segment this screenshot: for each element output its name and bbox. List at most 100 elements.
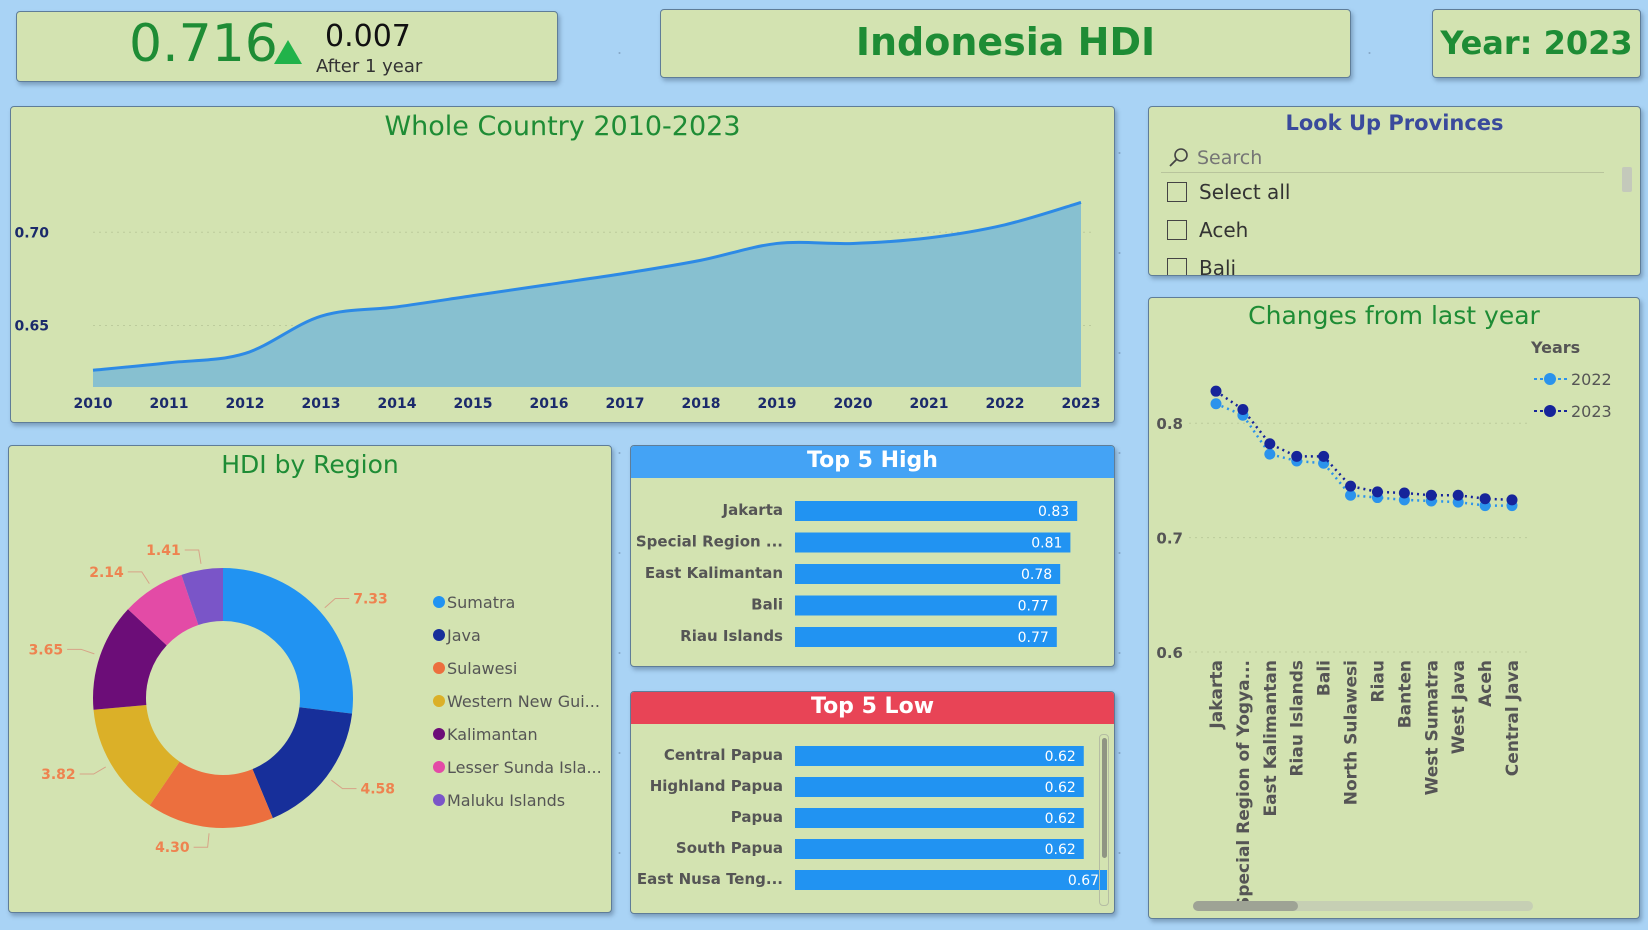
area-fill (93, 202, 1081, 387)
series-line (1215, 402, 1512, 507)
y-tick-label: 0.65 (14, 318, 49, 334)
province-list: Select all Aceh Bali (1149, 173, 1619, 276)
y-tick-label: 0.70 (14, 225, 49, 241)
changes-scrollbar-thumb[interactable] (1193, 901, 1298, 911)
checkbox-icon (1167, 182, 1187, 202)
bar-category-label: Jakarta (722, 501, 784, 519)
x-tick-label: Jakarta (1207, 660, 1227, 730)
top-high-card: Top 5 High Jakarta 0.83 Special Region ...… (630, 445, 1115, 667)
bar-value-label: 0.77 (1018, 599, 1049, 615)
leader-line (67, 648, 95, 655)
bar-value-label: 0.83 (1038, 504, 1069, 520)
donut-slice (149, 761, 273, 828)
top-low-scrollbar-track[interactable] (1099, 734, 1109, 906)
x-tick-label: 2014 (378, 396, 417, 412)
bar-value-label: 0.62 (1045, 780, 1076, 796)
bar (795, 839, 1084, 859)
legend-marker (433, 761, 445, 773)
bar-value-label: 0.78 (1021, 567, 1052, 583)
changes-title: Changes from last year (1248, 301, 1540, 330)
y-tick-label: 0.6 (1156, 644, 1183, 662)
x-tick-label: East Kalimantan (1261, 660, 1281, 817)
whole-country-title: Whole Country 2010-2023 (384, 111, 741, 142)
x-tick-label: 2015 (454, 396, 493, 412)
x-tick-label: 2016 (530, 396, 569, 412)
region-donut-chart: 7.33 4.58 4.30 3.82 3.65 2.14 1.41 Sumatra Java S… (29, 543, 602, 856)
x-tick-label: West Sumatra (1422, 660, 1442, 795)
legend-marker (433, 662, 445, 674)
changes-scrollbar[interactable] (1193, 901, 1533, 911)
whole-country-chart: 0.65 0.70 2010 2011 2012 2013 2014 2015 2016 2017… (14, 200, 1100, 412)
y-tick-label: 0.8 (1156, 415, 1183, 433)
bar-value-label: 0.62 (1045, 749, 1076, 765)
legend-label: 2022 (1571, 370, 1612, 389)
top-high-chart: Jakarta 0.83 Special Region ... 0.81 East Ka… (636, 501, 1078, 647)
legend-marker (433, 629, 445, 641)
checkbox-aceh[interactable]: Aceh (1149, 211, 1619, 249)
data-label: 7.33 (353, 592, 388, 608)
x-tick-label: West Java (1449, 660, 1469, 754)
changes-line-chart: 0.6 0.7 0.8 Jakarta Special Region of Yogya.… (1156, 338, 1612, 909)
donut-slice (128, 574, 199, 646)
checkbox-label: Bali (1199, 256, 1237, 276)
data-point (1506, 494, 1518, 506)
legend-label: Maluku Islands (447, 791, 565, 810)
top-low-scrollbar-thumb[interactable] (1102, 738, 1107, 858)
region-card: HDI by Region 7.33 4.58 4.30 3.82 3.65 2.14 1.… (8, 445, 612, 913)
leader-line (184, 549, 202, 564)
data-point (1264, 448, 1276, 460)
leader-line (127, 571, 150, 584)
bar-value-label: 0.77 (1018, 630, 1049, 646)
x-tick-label: 2021 (910, 396, 949, 412)
bar-value-label: 0.62 (1045, 811, 1076, 827)
data-label: 4.58 (361, 782, 396, 798)
bar-value-label: 0.62 (1045, 842, 1076, 858)
legend-label: Java (446, 626, 481, 645)
kpi-card: 0.716 0.007 After 1 year (16, 11, 558, 82)
data-point (1425, 489, 1437, 501)
bar (795, 501, 1078, 521)
kpi-delta: 0.007 (325, 19, 411, 54)
data-label: 4.30 (155, 840, 190, 856)
bar-category-label: Central Papua (664, 746, 783, 764)
data-point (1210, 385, 1222, 397)
x-tick-label: 2019 (758, 396, 797, 412)
data-point (1398, 487, 1410, 499)
legend-marker (433, 728, 445, 740)
donut-slice (93, 704, 180, 806)
bar-value-label: 0.81 (1031, 536, 1062, 552)
checkbox-icon (1167, 258, 1187, 275)
legend-label: Lesser Sunda Isla... (447, 758, 602, 777)
search-box[interactable] (1161, 143, 1604, 173)
data-point (1210, 398, 1222, 410)
year-card: Year: 2023 (1432, 9, 1641, 78)
search-input[interactable] (1197, 146, 1577, 169)
x-tick-label: 2013 (302, 396, 341, 412)
top-high-header (631, 446, 1114, 478)
kpi-value: 0.716 (129, 14, 278, 74)
kpi-delta-label: After 1 year (316, 56, 423, 77)
checkbox-select-all[interactable]: Select all (1149, 173, 1619, 211)
leader-line (324, 598, 350, 609)
leader-line (331, 779, 357, 790)
bar-category-label: East Kalimantan (645, 564, 783, 582)
up-arrow-icon (274, 40, 302, 64)
bar (795, 532, 1071, 553)
page-title: Indonesia HDI (855, 20, 1156, 64)
legend-title: Years (1530, 338, 1580, 357)
checkbox-bali[interactable]: Bali (1149, 249, 1619, 276)
bar-value-label: 0.67 (1068, 873, 1099, 889)
series-line (1215, 390, 1513, 502)
data-point (1345, 489, 1357, 501)
legend-marker (1544, 405, 1556, 417)
bar (795, 564, 1061, 584)
list-scrollbar[interactable] (1622, 167, 1632, 192)
title-card: Indonesia HDI (660, 9, 1351, 78)
bar-category-label: Highland Papua (650, 777, 783, 795)
data-point (1479, 493, 1491, 505)
donut-slice (181, 568, 223, 626)
data-label: 2.14 (89, 565, 124, 581)
bar-category-label: South Papua (676, 839, 783, 857)
x-tick-label: Aceh (1476, 660, 1496, 707)
region-title: HDI by Region (221, 450, 399, 479)
